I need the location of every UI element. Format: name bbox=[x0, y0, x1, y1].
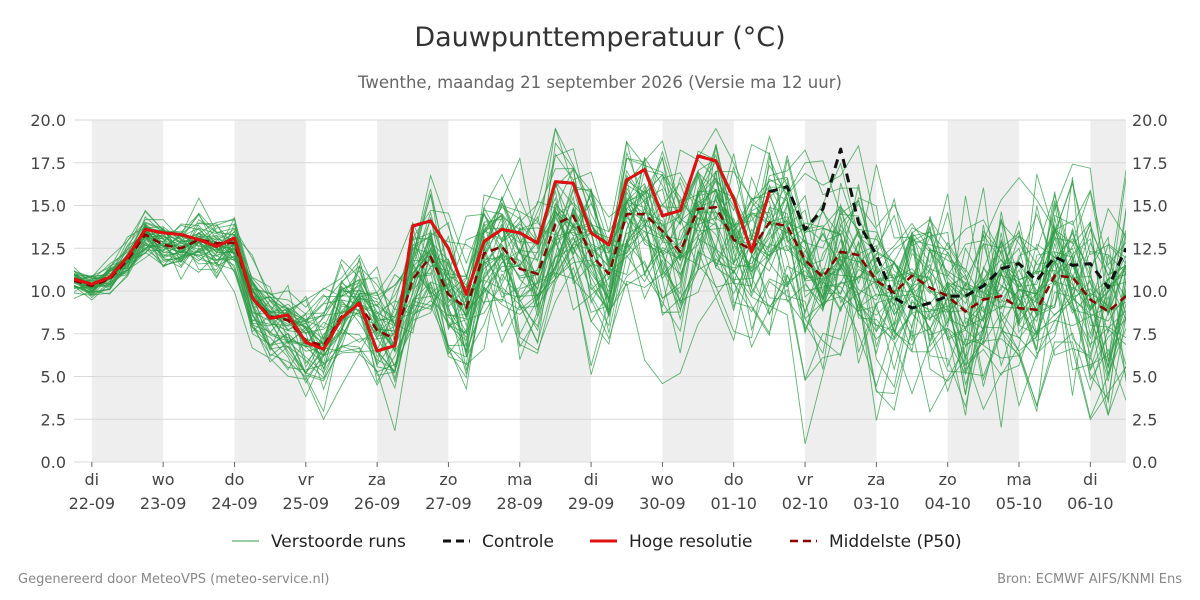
y-tick-label-left: 17.5 bbox=[30, 154, 66, 173]
y-tick-label-left: 0.0 bbox=[41, 453, 66, 472]
ensemble-run bbox=[74, 200, 1126, 416]
x-tick-day: zo bbox=[939, 470, 957, 489]
x-tick-day: do bbox=[724, 470, 744, 489]
y-tick-label-right: 15.0 bbox=[1132, 197, 1168, 216]
legend-label-p50: Middelste (P50) bbox=[829, 532, 962, 552]
x-tick-date: 06-10 bbox=[1067, 494, 1114, 513]
legend: Verstoorde runs Controle Hoge resolutie Mid… bbox=[232, 532, 962, 552]
x-tick-day: wo bbox=[651, 470, 674, 489]
x-tick-day: za bbox=[867, 470, 885, 489]
ensemble-run bbox=[74, 151, 1126, 386]
x-tick-day: di bbox=[85, 470, 100, 489]
x-tick-day: zo bbox=[439, 470, 457, 489]
x-tick-date: 05-10 bbox=[996, 494, 1043, 513]
chart-title: Dauwpunttemperatuur (°C) bbox=[414, 22, 786, 53]
y-tick-label-left: 12.5 bbox=[30, 239, 66, 258]
x-tick-date: 24-09 bbox=[211, 494, 258, 513]
x-tick-date: 30-09 bbox=[639, 494, 686, 513]
x-tick-day: vr bbox=[298, 470, 314, 489]
legend-label-ensemble: Verstoorde runs bbox=[271, 532, 406, 552]
x-tick-day: za bbox=[368, 470, 386, 489]
legend-label-hoge_resolutie: Hoge resolutie bbox=[629, 532, 753, 552]
y-tick-label-left: 5.0 bbox=[41, 368, 66, 387]
y-tick-label-right: 12.5 bbox=[1132, 239, 1168, 258]
y-tick-label-right: 20.0 bbox=[1132, 111, 1168, 130]
ensemble-run bbox=[74, 199, 1126, 380]
x-tick-date: 23-09 bbox=[140, 494, 187, 513]
x-tick-date: 25-09 bbox=[283, 494, 330, 513]
y-tick-label-right: 10.0 bbox=[1132, 282, 1168, 301]
x-tick-date: 29-09 bbox=[568, 494, 615, 513]
y-tick-label-left: 15.0 bbox=[30, 197, 66, 216]
x-tick-date: 02-10 bbox=[782, 494, 829, 513]
ensemble-run bbox=[74, 169, 1126, 404]
x-tick-day: vr bbox=[797, 470, 813, 489]
ensemble-run bbox=[74, 184, 1126, 431]
x-tick-day: di bbox=[1083, 470, 1098, 489]
x-tick-date: 03-10 bbox=[853, 494, 900, 513]
y-tick-label-right: 2.5 bbox=[1132, 410, 1157, 429]
y-tick-label-right: 0.0 bbox=[1132, 453, 1157, 472]
main-series bbox=[74, 147, 1126, 353]
y-tick-label-right: 5.0 bbox=[1132, 368, 1157, 387]
x-tick-day: ma bbox=[1006, 470, 1031, 489]
x-tick-day: wo bbox=[152, 470, 175, 489]
x-tick-date: 26-09 bbox=[354, 494, 401, 513]
y-tick-label-left: 7.5 bbox=[41, 325, 66, 344]
y-tick-label-right: 7.5 bbox=[1132, 325, 1157, 344]
legend-label-controle: Controle bbox=[482, 532, 554, 552]
footer-credit: Gegenereerd door MeteoVPS (meteo-service… bbox=[18, 572, 330, 587]
x-tick-day: do bbox=[224, 470, 244, 489]
x-tick-date: 01-10 bbox=[710, 494, 757, 513]
x-tick-date: 28-09 bbox=[497, 494, 544, 513]
footer-source: Bron: ECMWF AIFS/KNMI Ens bbox=[997, 572, 1182, 587]
y-tick-label-left: 20.0 bbox=[30, 111, 66, 130]
y-tick-label-left: 2.5 bbox=[41, 410, 66, 429]
axis-ticks: 0.0 0.0 2.5 2.5 5.0 5.0 7.5 7.5 10.0 10.0 12.5 12.5… bbox=[30, 111, 1167, 513]
hoge-resolutie-line bbox=[74, 154, 771, 353]
x-tick-day: ma bbox=[507, 470, 532, 489]
chart-subtitle: Twenthe, maandag 21 september 2026 (Vers… bbox=[358, 73, 842, 92]
ensemble-run bbox=[74, 141, 1126, 378]
ensemble-run bbox=[74, 162, 1126, 376]
x-tick-date: 22-09 bbox=[69, 494, 116, 513]
x-tick-date: 27-09 bbox=[425, 494, 472, 513]
x-tick-day: di bbox=[584, 470, 599, 489]
x-tick-date: 04-10 bbox=[924, 494, 971, 513]
y-tick-label-right: 17.5 bbox=[1132, 154, 1168, 173]
y-tick-label-left: 10.0 bbox=[30, 282, 66, 301]
